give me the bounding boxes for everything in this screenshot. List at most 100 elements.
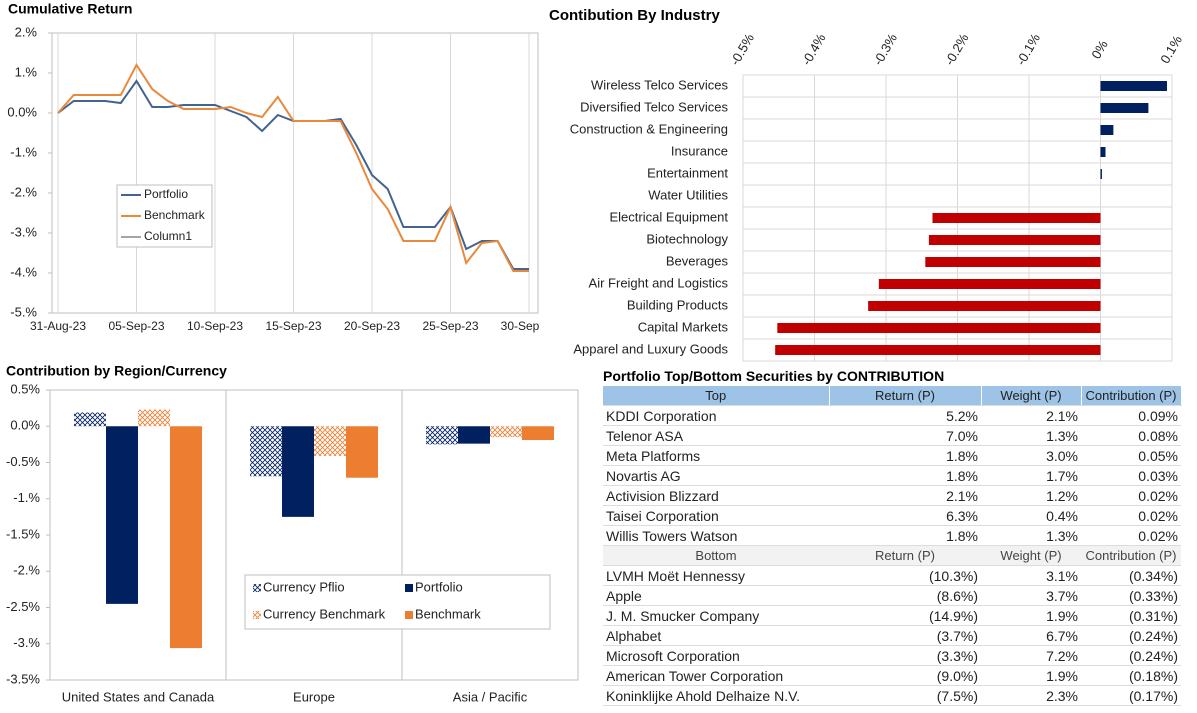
- category-label: Apparel and Luxury Goods: [573, 341, 728, 356]
- table-cell: Taisei Corporation: [603, 505, 829, 526]
- bar: [282, 426, 314, 517]
- category-label: Building Products: [627, 297, 729, 312]
- category-label: Water Utilities: [648, 187, 728, 202]
- chart-title: Contribution by Region/Currency: [6, 363, 227, 379]
- table-cell: Koninklijke Ahold Delhaize N.V.: [603, 685, 829, 706]
- x-tick-label: 15-Sep-23: [265, 319, 321, 333]
- category-label: Electrical Equipment: [610, 209, 729, 224]
- table-row: Koninklijke Ahold Delhaize N.V. (7.5%) 2.3…: [603, 685, 1181, 706]
- table-cell: (7.5%): [829, 685, 981, 706]
- legend-swatch: [253, 611, 261, 619]
- table-row: Microsoft Corporation (3.3%) 7.2% (0.24%): [603, 645, 1181, 666]
- plot-frame: [51, 32, 539, 314]
- table-cell: Top: [603, 386, 830, 406]
- table-cell: 0.08%: [1081, 425, 1181, 446]
- x-tick-label: 0.1%: [1157, 33, 1185, 67]
- table-cell: 3.0%: [981, 445, 1081, 466]
- table-row: Novartis AG 1.8% 1.7% 0.03%: [603, 465, 1181, 486]
- table-cell: 2.1%: [981, 405, 1081, 426]
- bar: [775, 345, 1101, 355]
- y-tick-label: -2.%: [10, 184, 37, 199]
- category-label: Asia / Pacific: [453, 689, 528, 704]
- bar: [925, 257, 1101, 267]
- chart-title: Contibution By Industry: [549, 7, 720, 24]
- bar: [106, 426, 138, 604]
- bar: [1100, 103, 1149, 113]
- table-cell: 1.9%: [981, 665, 1081, 686]
- table-cell: 0.09%: [1081, 405, 1181, 426]
- table-row: Meta Platforms 1.8% 3.0% 0.05%: [603, 445, 1181, 466]
- y-tick-label: -3.%: [10, 224, 37, 239]
- table-body: Top Return (P) Weight (P) Contribution (P) K…: [603, 386, 1182, 706]
- category-label: Biotechnology: [646, 231, 728, 246]
- bar: [1100, 125, 1114, 135]
- table-row: KDDI Corporation 5.2% 2.1% 0.09%: [603, 405, 1181, 426]
- x-tick-label: 30-Sep: [501, 319, 540, 333]
- category-label: Insurance: [671, 143, 728, 158]
- table: Top Return (P) Weight (P) Contribution (P) K…: [603, 386, 1182, 706]
- y-tick-label: 0.0%: [10, 418, 40, 433]
- bar: [170, 426, 202, 649]
- table-row: Telenor ASA 7.0% 1.3% 0.08%: [603, 425, 1181, 446]
- y-tick-label: -2.%: [13, 563, 40, 578]
- legend-label: Currency Pflio: [263, 579, 345, 594]
- table-cell: American Tower Corporation: [603, 665, 829, 686]
- table-cell: (14.9%): [829, 605, 981, 626]
- table-row: Apple (8.6%) 3.7% (0.33%): [603, 585, 1181, 606]
- table-row: Activision Blizzard 2.1% 1.2% 0.02%: [603, 485, 1181, 506]
- legend-swatch: [405, 611, 413, 619]
- x-tick-label: 05-Sep-23: [108, 319, 164, 333]
- table-cell: 0.05%: [1081, 445, 1181, 466]
- table-row: Willis Towers Watson 1.8% 1.3% 0.02%: [603, 525, 1181, 546]
- table-cell: 5.2%: [829, 405, 981, 426]
- bar: [250, 426, 282, 477]
- table-cell: Meta Platforms: [603, 445, 829, 466]
- bar: [346, 426, 378, 478]
- table-cell: 1.8%: [829, 445, 981, 466]
- legend-swatch: [253, 584, 261, 592]
- table-cell: Return (P): [829, 386, 982, 406]
- y-tick-label: -1.5%: [6, 526, 40, 541]
- table-row: Bottom Return (P) Weight (P) Contribution (…: [603, 545, 1181, 566]
- table-cell: 6.7%: [981, 625, 1081, 646]
- legend-swatch: [405, 584, 413, 592]
- series-line: [57, 63, 529, 272]
- legend-label: Column1: [144, 229, 192, 243]
- table-cell: (3.7%): [829, 625, 981, 646]
- table-row: J. M. Smucker Company (14.9%) 1.9% (0.31%): [603, 605, 1181, 626]
- bar: [314, 426, 346, 456]
- table-cell: 3.7%: [981, 585, 1081, 606]
- table-cell: Return (P): [829, 545, 981, 566]
- category-label: Beverages: [666, 253, 729, 268]
- category-label: Entertainment: [647, 165, 728, 180]
- table-cell: 1.8%: [829, 525, 981, 546]
- y-tick-label: -3.%: [13, 635, 40, 650]
- bar: [777, 323, 1101, 333]
- y-tick-label: 1.%: [15, 64, 38, 79]
- table-cell: 0.4%: [981, 505, 1081, 526]
- bar: [490, 426, 522, 438]
- table-cell: (10.3%): [829, 565, 981, 586]
- x-tick-label: 10-Sep-23: [187, 319, 243, 333]
- bar: [1100, 81, 1167, 91]
- table-title: Portfolio Top/Bottom Securities by CONTR…: [603, 368, 945, 384]
- table-cell: (9.0%): [829, 665, 981, 686]
- table-cell: (8.6%): [829, 585, 981, 606]
- y-tick-label: -5.%: [10, 304, 37, 319]
- legend-label: Benchmark: [415, 606, 481, 621]
- category-label: Europe: [293, 689, 335, 704]
- y-tick-label: 0.5%: [10, 381, 40, 396]
- y-tick-label: -1.%: [13, 490, 40, 505]
- x-tick-label: -0.1%: [1013, 31, 1043, 68]
- table-cell: Bottom: [603, 545, 829, 566]
- y-tick-label: -4.%: [10, 264, 37, 279]
- table-cell: 1.2%: [981, 485, 1081, 506]
- table-cell: Telenor ASA: [603, 425, 829, 446]
- table-cell: 2.3%: [981, 685, 1081, 706]
- category-label: Capital Markets: [638, 319, 729, 334]
- table-cell: 0.03%: [1081, 465, 1181, 486]
- x-tick-label: -0.2%: [942, 31, 972, 68]
- table-cell: Microsoft Corporation: [603, 645, 829, 666]
- table-cell: 0.02%: [1081, 485, 1181, 506]
- securities-table: Portfolio Top/Bottom Securities by CONTR…: [603, 366, 1182, 706]
